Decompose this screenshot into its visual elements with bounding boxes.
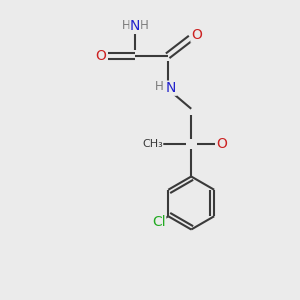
Text: H: H <box>140 19 148 32</box>
Text: H: H <box>122 19 131 32</box>
Text: CH₃: CH₃ <box>142 139 163 149</box>
Text: N: N <box>130 19 140 33</box>
Text: O: O <box>95 49 106 63</box>
Text: O: O <box>217 137 228 151</box>
Text: O: O <box>191 28 202 42</box>
Text: Cl: Cl <box>152 215 166 229</box>
Text: N: N <box>166 81 176 95</box>
Text: H: H <box>155 80 164 93</box>
